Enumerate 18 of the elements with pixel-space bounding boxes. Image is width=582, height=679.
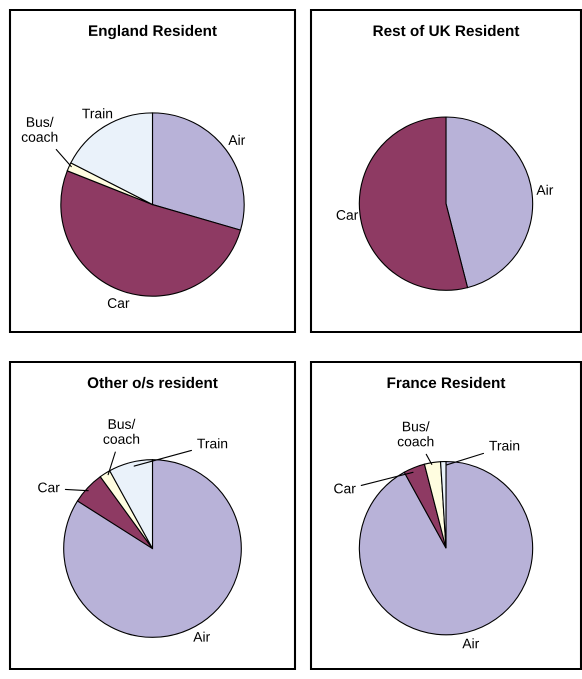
chart-title: France Resident [388,376,506,388]
slice-label: Bus/ coach [104,418,140,444]
slice-label: Bus/ coach [22,116,58,142]
slice-label: Air [536,184,554,195]
slice-label: Car [38,482,60,492]
chart-title: Rest of UK Resident [374,24,520,36]
chart-title: England Resident [89,24,217,40]
chart-title: Other o/s resident [88,376,218,388]
slice-label: Air [228,134,246,145]
slice-label: Car [334,484,356,494]
slice-label: Air [462,638,480,648]
slice-label: Train [82,108,112,118]
slice-label: Air [193,632,210,642]
slice-label: Car [336,210,358,220]
slice-label: Car [108,298,130,308]
slice-label: Bus/ coach [398,421,434,446]
slice-label: Train [489,440,520,451]
slice-label: Train [197,438,228,448]
